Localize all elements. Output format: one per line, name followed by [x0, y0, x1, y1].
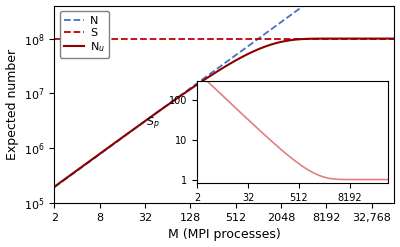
- N$_u$: [323, 37, 328, 40]
- N$_u$: [392, 37, 397, 40]
- N$_u$: [202, 78, 207, 81]
- N$_u$: [286, 39, 290, 42]
- N: [202, 77, 207, 80]
- N: [190, 85, 194, 88]
- S: [52, 37, 57, 40]
- N: [52, 186, 57, 189]
- S: [317, 37, 322, 40]
- S: [190, 37, 194, 40]
- X-axis label: M (MPI processes): M (MPI processes): [168, 228, 281, 242]
- Y-axis label: Expected number: Expected number: [6, 49, 18, 160]
- S: [392, 37, 397, 40]
- N$_u$: [52, 185, 57, 188]
- S: [286, 37, 290, 40]
- N$_u$: [87, 160, 92, 163]
- Line: N$_u$: N$_u$: [54, 39, 394, 187]
- N: [286, 16, 290, 19]
- N: [87, 161, 92, 164]
- Line: N: N: [54, 0, 394, 187]
- N$_u$: [374, 37, 379, 40]
- N$_u$: [317, 37, 322, 40]
- Legend: N, S, N$_u$: N, S, N$_u$: [60, 11, 110, 58]
- S: [323, 37, 328, 40]
- S: [87, 37, 92, 40]
- N$_u$: [190, 86, 194, 89]
- S: [202, 37, 207, 40]
